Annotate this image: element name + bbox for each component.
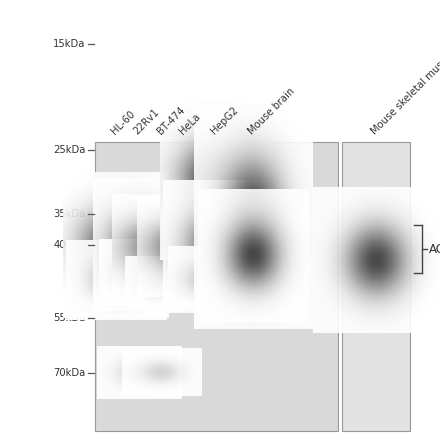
Text: 15kDa: 15kDa: [53, 39, 86, 49]
Text: 40kDa: 40kDa: [54, 240, 86, 250]
Text: 22Rv1: 22Rv1: [132, 106, 161, 136]
Text: HepG2: HepG2: [209, 105, 240, 136]
Bar: [95, 142, 338, 431]
Text: BT-474: BT-474: [155, 105, 186, 136]
Text: Mouse skeletal muscle: Mouse skeletal muscle: [369, 49, 440, 136]
Text: Mouse brain: Mouse brain: [246, 86, 296, 136]
Bar: [342, 142, 410, 431]
Text: HeLa: HeLa: [178, 111, 203, 136]
Text: 35kDa: 35kDa: [53, 209, 86, 219]
Text: ACTL6B: ACTL6B: [429, 243, 440, 256]
Text: HL-60: HL-60: [109, 108, 137, 136]
Text: 70kDa: 70kDa: [53, 368, 86, 377]
Text: 55kDa: 55kDa: [53, 313, 86, 322]
Text: 25kDa: 25kDa: [53, 145, 86, 155]
